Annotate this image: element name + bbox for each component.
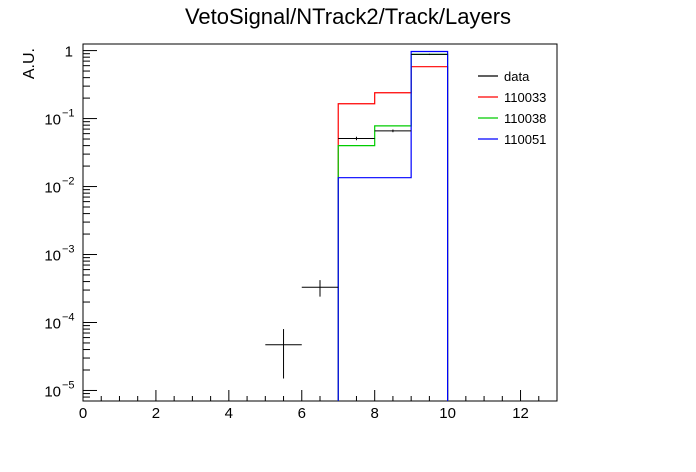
y-axis: 10 −510 −410 −310 −210 −11 bbox=[44, 44, 97, 402]
series-data bbox=[265, 53, 448, 379]
y-tick-exponent: −5 bbox=[62, 379, 75, 391]
y-tick-label: 1 bbox=[65, 44, 73, 61]
legend: data 110033 110038 110051 bbox=[478, 69, 546, 147]
y-tick-label: 10 bbox=[44, 248, 61, 265]
x-tick-label: 4 bbox=[225, 405, 233, 422]
y-tick-label: 10 bbox=[44, 180, 61, 197]
x-tick-label: 10 bbox=[439, 405, 456, 422]
series-110051 bbox=[337, 50, 449, 401]
chart-title: VetoSignal/NTrack2/Track/Layers bbox=[185, 4, 511, 29]
y-tick-exponent: −2 bbox=[62, 176, 75, 188]
x-tick-label: 12 bbox=[512, 405, 529, 422]
x-tick-label: 0 bbox=[79, 405, 87, 422]
histogram-step-110051 bbox=[337, 50, 449, 401]
histogram-step-110038 bbox=[337, 53, 449, 401]
x-tick-label: 8 bbox=[371, 405, 379, 422]
histogram-step-110033 bbox=[337, 66, 449, 401]
y-tick-label: 10 bbox=[44, 112, 61, 129]
legend-label-data: data bbox=[504, 69, 530, 84]
series-layer bbox=[265, 50, 449, 401]
y-tick-exponent: −4 bbox=[62, 311, 75, 323]
y-tick-exponent: −3 bbox=[62, 244, 75, 256]
series-110038 bbox=[337, 53, 449, 401]
y-axis-label: A.U. bbox=[21, 48, 38, 79]
x-tick-label: 6 bbox=[298, 405, 306, 422]
y-tick-exponent: −1 bbox=[62, 108, 75, 120]
legend-label-110038: 110038 bbox=[504, 111, 546, 126]
legend-label-110051: 110051 bbox=[504, 132, 546, 147]
x-tick-label: 2 bbox=[152, 405, 160, 422]
series-110033 bbox=[337, 66, 449, 401]
legend-label-110033: 110033 bbox=[504, 90, 546, 105]
x-axis: 0 2 4 6 8 10 12 bbox=[79, 390, 558, 422]
y-tick-label: 10 bbox=[44, 315, 61, 332]
y-tick-label: 10 bbox=[44, 383, 61, 400]
